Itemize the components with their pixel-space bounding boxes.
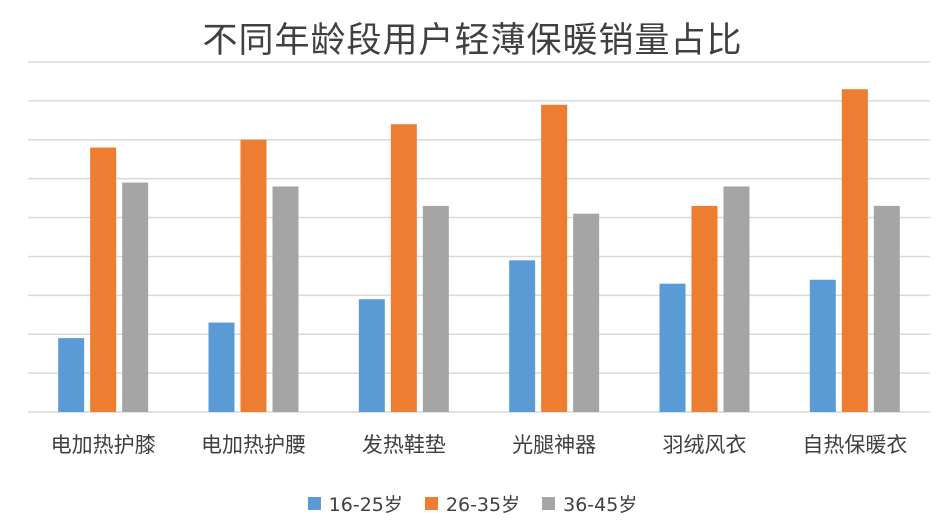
- bar-1-2: [208, 322, 235, 412]
- bar-1-5: [659, 283, 686, 412]
- bar-3-5: [723, 186, 750, 412]
- bar-2-2: [240, 139, 267, 412]
- category-label: 发热鞋垫: [362, 433, 446, 457]
- legend-item: 26-35岁: [424, 490, 521, 517]
- category-label: 电加热护膝: [51, 433, 156, 457]
- bar-2-3: [390, 124, 417, 412]
- legend-swatch: [424, 497, 438, 510]
- legend-label: 36-45岁: [563, 494, 638, 516]
- bar-1-1: [58, 338, 85, 412]
- bar-3-6: [873, 205, 900, 412]
- category-label: 自热保暖衣: [802, 433, 907, 457]
- legend-label: 16-25岁: [328, 494, 403, 516]
- bar-2-5: [691, 205, 718, 412]
- legend-swatch: [542, 497, 556, 510]
- chart-title: 不同年龄段用户轻薄保暖销量占比: [202, 21, 743, 61]
- bar-3-4: [573, 213, 600, 412]
- legend-label: 26-35岁: [445, 494, 521, 516]
- bar-3-3: [422, 205, 449, 412]
- legend-item: 16-25岁: [307, 490, 403, 517]
- bar-2-4: [541, 104, 568, 413]
- category-label: 光腿神器: [512, 433, 596, 457]
- bar-3-2: [272, 186, 299, 412]
- bar-1-6: [809, 279, 836, 412]
- bar-2-6: [841, 89, 868, 412]
- bar-1-3: [358, 299, 385, 412]
- legend: 16-25岁 26-35岁 36-45岁: [0, 490, 945, 517]
- plot-area: 电加热护膝 电加热护腰 发热鞋垫 光腿神器 羽绒风衣 自热保暖衣: [28, 61, 930, 457]
- legend-swatch: [307, 497, 321, 510]
- legend-item: 36-45岁: [542, 490, 637, 517]
- category-label: 羽绒风衣: [663, 433, 747, 457]
- bar-3-1: [122, 182, 149, 412]
- bar-1-4: [509, 260, 536, 412]
- category-label: 电加热护腰: [201, 433, 306, 457]
- bar-2-1: [90, 147, 117, 413]
